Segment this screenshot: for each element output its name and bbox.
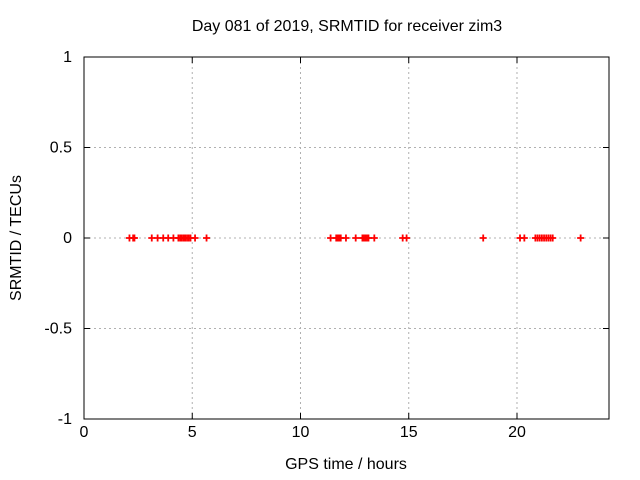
data-point-marker bbox=[364, 234, 372, 242]
x-axis-label: GPS time / hours bbox=[285, 456, 407, 473]
data-point-marker bbox=[342, 234, 350, 242]
plot-border bbox=[83, 56, 610, 420]
tick-labels: 0 5 10 15 20 -1 -0.5 0 0.5 1 bbox=[44, 49, 526, 441]
y-tick-label: -0.5 bbox=[44, 321, 72, 338]
x-tick-label: 20 bbox=[508, 424, 526, 441]
chart-title: Day 081 of 2019, SRMTID for receiver zim… bbox=[192, 18, 502, 35]
data-point-marker bbox=[191, 234, 199, 242]
x-tick-label: 5 bbox=[188, 424, 197, 441]
data-point-marker bbox=[577, 234, 585, 242]
data-point-marker bbox=[403, 234, 411, 242]
data-point-marker bbox=[148, 234, 156, 242]
data-point-marker bbox=[352, 234, 360, 242]
data-point-marker bbox=[549, 234, 557, 242]
data-points bbox=[125, 234, 585, 242]
x-tick-label: 10 bbox=[292, 424, 310, 441]
y-tick-label: -1 bbox=[58, 411, 72, 428]
x-tick-label: 0 bbox=[80, 424, 89, 441]
y-tick-label: 0.5 bbox=[50, 140, 72, 157]
data-point-marker bbox=[203, 234, 211, 242]
y-tick-label: 0 bbox=[63, 230, 72, 247]
y-tick-label: 1 bbox=[63, 49, 72, 66]
y-axis-label: SRMTID / TECUs bbox=[8, 175, 25, 301]
data-point-marker bbox=[130, 234, 138, 242]
data-point-marker bbox=[520, 234, 528, 242]
data-point-marker bbox=[370, 234, 378, 242]
x-tick-label: 15 bbox=[400, 424, 418, 441]
data-point-marker bbox=[479, 234, 487, 242]
